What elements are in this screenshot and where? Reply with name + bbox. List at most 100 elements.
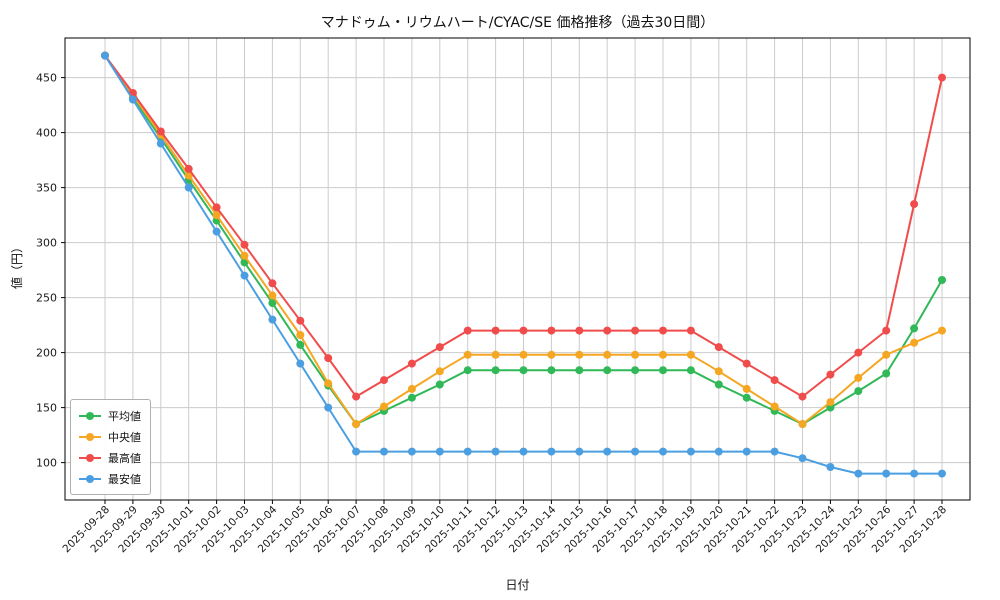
data-point [156,139,165,148]
data-point [603,366,612,375]
y-tick-label: 300 [36,237,57,250]
data-point [268,279,277,288]
data-point [519,447,528,456]
data-point [938,276,946,284]
data-point [407,393,416,402]
data-point [938,326,946,335]
data-point [854,469,863,478]
data-point [352,447,361,456]
data-point [240,258,249,267]
data-point [380,447,388,456]
data-point [547,350,556,359]
data-point [575,447,584,456]
data-point [659,326,667,335]
data-point [491,447,500,456]
data-point [547,447,556,456]
y-tick-label: 450 [36,72,57,85]
data-point [854,348,863,357]
data-point [184,164,193,173]
data-point [938,73,946,82]
data-point [882,326,891,335]
x-axis-label: 日付 [505,578,530,592]
data-point [910,338,919,347]
data-point [324,403,333,412]
data-point [268,315,277,324]
data-point [268,299,277,308]
data-point [380,402,388,411]
data-point [659,447,667,456]
data-point [547,326,556,335]
data-point [463,366,472,375]
legend-marker-average [79,411,101,421]
data-point [742,447,751,456]
legend-marker-max [79,453,101,463]
data-point [770,447,779,456]
data-point [826,398,835,407]
data-point [240,251,249,260]
y-tick-label: 150 [36,402,57,415]
legend-item-min: 最安値 [79,468,141,489]
data-point [659,366,667,375]
y-tick-label: 400 [36,127,57,140]
data-point [910,469,919,478]
data-point [714,367,723,376]
data-point [324,379,333,388]
data-point [631,326,640,335]
data-point [798,454,807,463]
data-point [631,447,640,456]
data-point [547,366,556,375]
data-point [742,384,751,393]
legend: 平均値 中央値 最高値 最安値 [70,399,151,495]
data-point [854,373,863,382]
data-point [407,359,416,368]
data-point [659,350,667,359]
data-point [603,447,612,456]
data-point [882,469,891,478]
data-point [575,366,584,375]
data-point [324,354,333,363]
data-point [296,340,305,349]
data-point [380,376,388,385]
data-point [463,447,472,456]
data-point [184,183,193,192]
y-tick-label: 250 [36,292,57,305]
data-point [491,326,500,335]
data-point [686,350,695,359]
data-point [352,392,361,401]
data-point [910,200,919,209]
data-point [156,127,165,136]
axes-frame [64,37,971,501]
data-point [686,447,695,456]
data-point [240,240,249,249]
data-point [212,203,221,212]
data-point [742,359,751,368]
data-point [770,402,779,411]
data-point [128,95,137,104]
data-point [603,350,612,359]
data-point [212,227,221,236]
data-point [938,469,946,478]
data-point [268,291,277,300]
data-point [910,324,919,333]
data-point [519,366,528,375]
legend-label-average: 平均値 [108,409,141,423]
data-point [463,350,472,359]
y-tick-label: 350 [36,182,57,195]
data-point [435,343,444,352]
legend-label-median: 中央値 [108,430,141,444]
data-point [631,350,640,359]
data-point [882,369,891,378]
data-point [491,350,500,359]
data-point [184,171,193,180]
data-point [519,350,528,359]
y-tick-label: 200 [36,347,57,360]
data-point [631,366,640,375]
data-point [212,211,221,220]
data-point [491,366,500,375]
data-point [770,376,779,385]
data-point [714,343,723,352]
data-point [686,326,695,335]
data-point [435,367,444,376]
